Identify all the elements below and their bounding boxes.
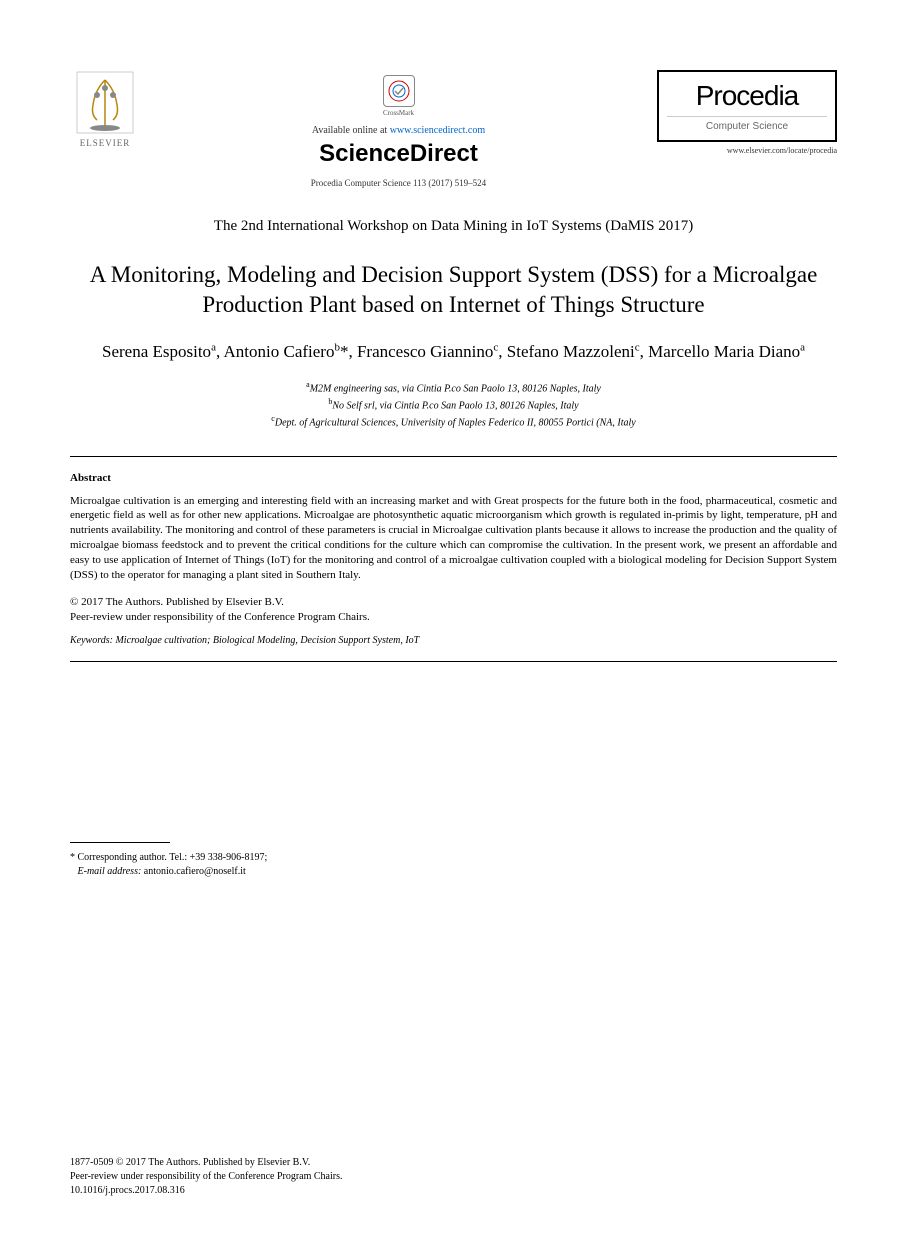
procedia-wrapper: Procedia Computer Science www.elsevier.c… — [657, 70, 837, 155]
sciencedirect-logo: ScienceDirect — [140, 140, 657, 168]
procedia-subtitle: Computer Science — [667, 116, 827, 132]
conference-name: The 2nd International Workshop on Data M… — [70, 218, 837, 235]
affiliation-line: bNo Self srl, via Cintia P.co San Paolo … — [70, 396, 837, 413]
available-prefix: Available online at — [312, 125, 390, 136]
divider-bottom — [70, 661, 837, 662]
footer-doi: 10.1016/j.procs.2017.08.316 — [70, 1184, 837, 1198]
corr-email-line: E-mail address: antonio.cafiero@noself.i… — [70, 865, 837, 879]
center-header-block: CrossMark Available online at www.scienc… — [140, 70, 657, 188]
corr-author-line: * Corresponding author. Tel.: +39 338-90… — [70, 851, 837, 865]
email-address: antonio.cafiero@noself.it — [141, 866, 245, 877]
keywords-text: Microalgae cultivation; Biological Model… — [113, 635, 419, 646]
footer-issn: 1877-0509 © 2017 The Authors. Published … — [70, 1156, 837, 1170]
keywords-label: Keywords: — [70, 635, 113, 646]
elsevier-label: ELSEVIER — [80, 138, 131, 148]
abstract-heading: Abstract — [70, 472, 837, 484]
copyright-line-1: © 2017 The Authors. Published by Elsevie… — [70, 595, 837, 610]
elsevier-block: ELSEVIER — [70, 70, 140, 148]
procedia-box: Procedia Computer Science — [657, 70, 837, 142]
procedia-title: Procedia — [667, 80, 827, 112]
crossmark-label: CrossMark — [383, 109, 415, 117]
abstract-body: Microalgae cultivation is an emerging an… — [70, 494, 837, 583]
footer-peer: Peer-review under responsibility of the … — [70, 1170, 837, 1184]
footnote-rule — [70, 842, 170, 843]
page-footer: 1877-0509 © 2017 The Authors. Published … — [70, 1156, 837, 1198]
divider-top — [70, 456, 837, 457]
elsevier-tree-icon — [75, 70, 135, 135]
sciencedirect-url[interactable]: www.sciencedirect.com — [390, 125, 485, 136]
page-container: ELSEVIER CrossMark Available online at w… — [0, 0, 907, 1238]
affiliation-line: aM2M engineering sas, via Cintia P.co Sa… — [70, 379, 837, 396]
header-row: ELSEVIER CrossMark Available online at w… — [70, 70, 837, 188]
affiliations-block: aM2M engineering sas, via Cintia P.co Sa… — [70, 379, 837, 431]
authors-line: Serena Espositoa, Antonio Cafierob*, Fra… — [70, 340, 837, 364]
citation-line: Procedia Computer Science 113 (2017) 519… — [140, 178, 657, 188]
available-online: Available online at www.sciencedirect.co… — [140, 125, 657, 136]
copyright-line-2: Peer-review under responsibility of the … — [70, 610, 837, 625]
email-label: E-mail address: — [78, 866, 142, 877]
keywords-line: Keywords: Microalgae cultivation; Biolog… — [70, 635, 837, 646]
affiliation-line: cDept. of Agricultural Sciences, Univeri… — [70, 413, 837, 430]
paper-title: A Monitoring, Modeling and Decision Supp… — [70, 260, 837, 320]
procedia-url[interactable]: www.elsevier.com/locate/procedia — [657, 146, 837, 155]
crossmark-block[interactable]: CrossMark — [383, 75, 415, 117]
crossmark-icon — [383, 75, 415, 107]
corresponding-author-footnote: * Corresponding author. Tel.: +39 338-90… — [70, 851, 837, 879]
copyright-block: © 2017 The Authors. Published by Elsevie… — [70, 595, 837, 626]
